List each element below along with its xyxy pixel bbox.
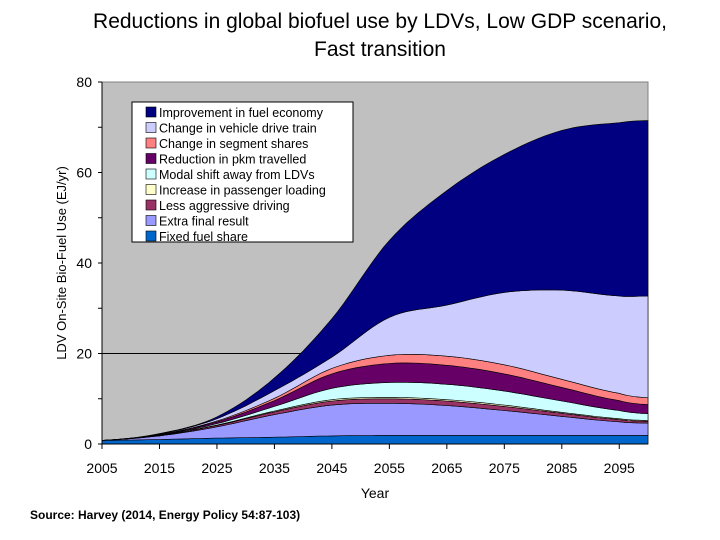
y-tick-label: 60 bbox=[76, 165, 92, 181]
legend-swatch bbox=[145, 230, 157, 242]
legend-swatch bbox=[145, 215, 157, 226]
area-improvement-in-fuel-economy bbox=[101, 120, 649, 441]
y-tick-label: 20 bbox=[76, 346, 92, 362]
x-tick-label: 2065 bbox=[431, 460, 462, 476]
legend-label: Change in vehicle drive train bbox=[159, 122, 317, 136]
x-tick-label: 2015 bbox=[144, 460, 175, 476]
x-tick-label: 2005 bbox=[86, 460, 117, 476]
x-tick-label: 2055 bbox=[374, 460, 405, 476]
legend-label: Reduction in pkm travelled bbox=[159, 153, 306, 167]
x-tick-label: 2085 bbox=[546, 460, 577, 476]
y-axis-label: LDV On-Site Bio-Fuel Use (EJ/yr) bbox=[54, 166, 69, 360]
y-tick-label: 80 bbox=[76, 74, 92, 90]
legend-box bbox=[131, 101, 354, 243]
legend-swatch bbox=[145, 199, 157, 211]
legend-label: Increase in passenger loading bbox=[159, 184, 326, 198]
x-tick-label: 2095 bbox=[604, 460, 635, 476]
legend-swatch bbox=[145, 168, 157, 180]
x-tick-label: 2025 bbox=[201, 460, 232, 476]
legend-swatch bbox=[145, 122, 157, 133]
legend-label: Improvement in fuel economy bbox=[159, 106, 324, 120]
source-note: Source: Harvey (2014, Energy Policy 54:8… bbox=[30, 508, 301, 522]
y-tick-label: 0 bbox=[84, 436, 92, 452]
legend-label: Modal shift away from LDVs bbox=[159, 168, 315, 182]
legend-swatch bbox=[145, 137, 157, 149]
y-tick-label: 40 bbox=[76, 255, 92, 271]
legend-swatch bbox=[145, 184, 157, 195]
legend-swatch bbox=[145, 106, 157, 118]
x-tick-label: 2075 bbox=[489, 460, 520, 476]
chart-title-line-1: Reductions in global biofuel use by LDVs… bbox=[93, 10, 667, 33]
legend-label: Change in segment shares bbox=[159, 137, 308, 151]
x-axis-label: Year bbox=[361, 485, 390, 501]
chart-title-line-2: Fast transition bbox=[314, 38, 446, 61]
x-tick-label: 2035 bbox=[259, 460, 290, 476]
legend: Improvement in fuel economy Change in veh… bbox=[131, 101, 354, 244]
legend-label: Less aggressive driving bbox=[159, 199, 290, 213]
legend-label: Extra final result bbox=[159, 215, 249, 229]
legend-swatch bbox=[145, 153, 157, 164]
legend-label: Fixed fuel share bbox=[159, 230, 248, 244]
x-tick-label: 2045 bbox=[316, 460, 347, 476]
